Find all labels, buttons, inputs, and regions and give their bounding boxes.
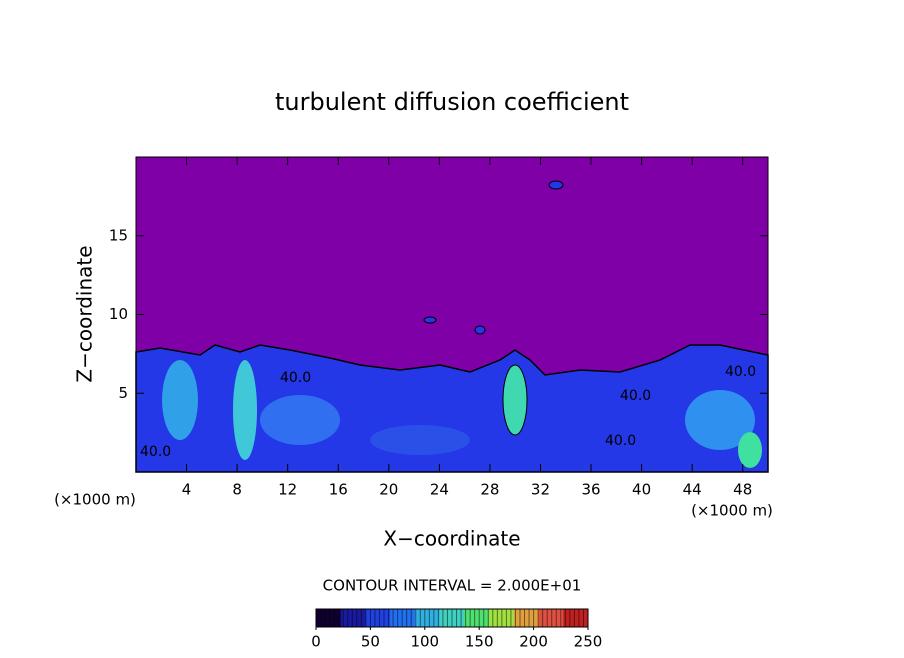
colorbar-segment (464, 609, 490, 627)
colorbar-tick-label: 50 (361, 633, 380, 651)
colorbar-segment (340, 609, 366, 627)
field-patch (423, 316, 437, 324)
field-patch (370, 425, 470, 455)
x-tick-label: 32 (531, 481, 550, 499)
x-tick-label: 28 (480, 481, 499, 499)
colorbar-tick-label: 100 (410, 633, 439, 651)
field-patch (474, 325, 486, 335)
x-tick-label: 16 (329, 481, 348, 499)
x-axis-label: X−coordinate (383, 527, 520, 551)
x-unit-label: (×1000 m) (54, 491, 136, 509)
colorbar-frame (315, 608, 589, 628)
field-patch (502, 364, 528, 436)
colorbar-segment (365, 609, 391, 627)
y-axis-label: Z−coordinate (73, 245, 97, 382)
x-tick-label: 4 (182, 481, 192, 499)
colorbar-segment (390, 609, 416, 627)
field-patch (260, 395, 340, 445)
colorbar-tick-label: 150 (465, 633, 494, 651)
x-unit-label: (×1000 m) (691, 502, 773, 520)
colorbar-segment (316, 609, 342, 627)
colorbar-tick-label: 250 (574, 633, 603, 651)
field (135, 157, 769, 473)
x-tick-label: 24 (430, 481, 449, 499)
field-patch (162, 360, 198, 440)
field-patch (233, 360, 257, 460)
colorbar-tick-label: 0 (311, 633, 321, 651)
contour-label: 40.0 (620, 388, 651, 404)
field-patch (548, 180, 564, 190)
colorbar-tick-label: 200 (519, 633, 548, 651)
contour-label: 40.0 (605, 433, 636, 449)
colorbar-segment (563, 609, 589, 627)
colorbar-segment (414, 609, 441, 627)
x-tick-label: 12 (278, 481, 297, 499)
contour-label: 40.0 (280, 370, 311, 386)
x-tick-label: 20 (379, 481, 398, 499)
x-tick-label: 36 (581, 481, 600, 499)
chart-title: turbulent diffusion coefficient (275, 88, 629, 116)
y-tick-label: 10 (109, 305, 128, 323)
field-patch (685, 390, 755, 450)
contour-label: 40.0 (140, 444, 171, 460)
contour-interval: CONTOUR INTERVAL = 2.000E+01 (323, 577, 582, 595)
field-patch (738, 432, 762, 468)
colorbar-segment (513, 609, 540, 627)
x-tick-label: 40 (632, 481, 651, 499)
contour-label: 40.0 (725, 364, 756, 380)
colorbar-segment (538, 609, 564, 627)
y-tick-label: 15 (109, 226, 128, 244)
x-tick-label: 48 (733, 481, 752, 499)
x-tick-label: 8 (232, 481, 242, 499)
y-tick-label: 5 (118, 384, 128, 402)
x-tick-label: 44 (683, 481, 702, 499)
